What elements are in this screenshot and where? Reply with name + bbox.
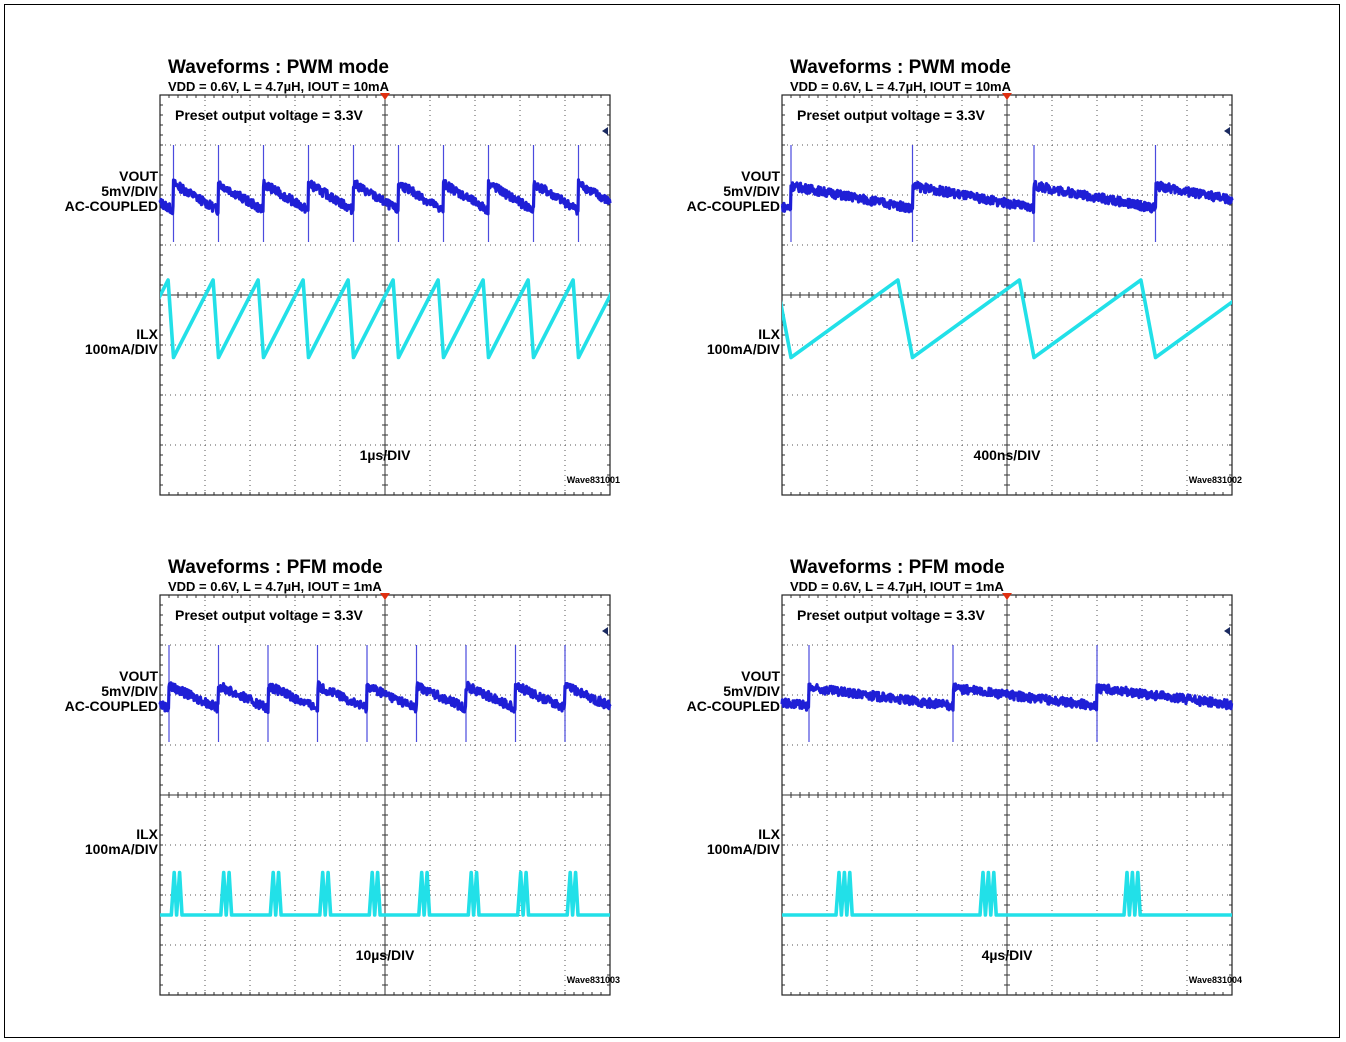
chart-title: Waveforms : PFM mode — [790, 557, 1005, 578]
channel-label-line: 5mV/DIV — [101, 183, 158, 199]
scope-screen — [158, 93, 612, 496]
ilx-trace — [160, 278, 610, 360]
channel-label-line: VOUT — [741, 168, 780, 184]
timebase-label: 4µs/DIV — [981, 947, 1033, 963]
trigger-position-marker — [1002, 593, 1012, 600]
scope-screen — [780, 593, 1234, 996]
chart-title: Waveforms : PFM mode — [168, 557, 383, 578]
timebase-label: 1µs/DIV — [359, 447, 411, 463]
channel-label-line: ILX — [758, 826, 780, 842]
scope-panel: Waveforms : PWM mode VDD = 0.6V, L = 4.7µ… — [622, 57, 1242, 507]
preset-annotation: Preset output voltage = 3.3V — [175, 607, 363, 623]
ilx-channel-label: ILX 100mA/DIV — [707, 327, 780, 357]
chart-title: Waveforms : PWM mode — [790, 57, 1011, 78]
scope-screen — [780, 93, 1234, 496]
trigger-level-marker — [1224, 627, 1230, 635]
channel-label-line: AC-COUPLED — [686, 198, 780, 214]
channel-label-line: ILX — [136, 326, 158, 342]
channel-label-line: AC-COUPLED — [64, 698, 158, 714]
preset-annotation: Preset output voltage = 3.3V — [175, 107, 363, 123]
trigger-level-marker — [602, 127, 608, 135]
channel-label-line: VOUT — [119, 168, 158, 184]
channel-label-line: 5mV/DIV — [723, 183, 780, 199]
channel-label-line: AC-COUPLED — [686, 698, 780, 714]
scope-panel: Waveforms : PWM mode VDD = 0.6V, L = 4.7µ… — [0, 57, 620, 507]
channel-label-line: ILX — [136, 826, 158, 842]
wave-id: Wave831002 — [1188, 475, 1242, 485]
channel-label-line: 100mA/DIV — [706, 341, 780, 357]
preset-annotation: Preset output voltage = 3.3V — [797, 607, 985, 623]
channel-label-line: 5mV/DIV — [723, 683, 780, 699]
scope-panel: Waveforms : PFM mode VDD = 0.6V, L = 4.7µ… — [622, 557, 1242, 1007]
channel-label-line: VOUT — [741, 668, 780, 684]
ilx-trace — [782, 870, 1232, 917]
channel-label-line: 100mA/DIV — [84, 341, 158, 357]
vout-channel-label: VOUT 5mV/DIV AC-COUPLED — [687, 169, 780, 214]
channel-label-line: VOUT — [119, 668, 158, 684]
channel-label-line: AC-COUPLED — [64, 198, 158, 214]
scope-grid — [781, 94, 1233, 496]
scope-screen — [158, 593, 612, 996]
trigger-level-marker — [602, 627, 608, 635]
trigger-position-marker — [1002, 93, 1012, 100]
wave-id: Wave831004 — [1188, 975, 1242, 985]
scope-panel: Waveforms : PFM mode VDD = 0.6V, L = 4.7µ… — [0, 557, 620, 1007]
ilx-trace — [160, 870, 610, 917]
ilx-channel-label: ILX 100mA/DIV — [85, 827, 158, 857]
chart-subtitle: VDD = 0.6V, L = 4.7µH, IOUT = 1mA — [168, 579, 382, 594]
vout-trace — [780, 682, 1234, 712]
page-frame — [4, 4, 1340, 1038]
channel-label-line: 100mA/DIV — [84, 841, 158, 857]
wave-id: Wave831001 — [566, 475, 620, 485]
vout-trace — [158, 680, 612, 715]
trigger-position-marker — [380, 593, 390, 600]
chart-title: Waveforms : PWM mode — [168, 57, 389, 78]
ilx-trace — [782, 278, 1232, 360]
channel-label-line: 100mA/DIV — [706, 841, 780, 857]
vout-trace — [158, 178, 612, 216]
vout-channel-label: VOUT 5mV/DIV AC-COUPLED — [65, 169, 158, 214]
ilx-channel-label: ILX 100mA/DIV — [85, 327, 158, 357]
scope-grid — [781, 594, 1233, 996]
trigger-level-marker — [1224, 127, 1230, 135]
chart-subtitle: VDD = 0.6V, L = 4.7µH, IOUT = 10mA — [790, 79, 1012, 94]
trigger-position-marker — [380, 93, 390, 100]
vout-trace — [780, 179, 1234, 215]
timebase-label: 10µs/DIV — [355, 947, 415, 963]
chart-subtitle: VDD = 0.6V, L = 4.7µH, IOUT = 10mA — [168, 79, 390, 94]
wave-id: Wave831003 — [566, 975, 620, 985]
channel-label-line: ILX — [758, 326, 780, 342]
timebase-label: 400ns/DIV — [973, 447, 1041, 463]
chart-subtitle: VDD = 0.6V, L = 4.7µH, IOUT = 1mA — [790, 579, 1004, 594]
vout-channel-label: VOUT 5mV/DIV AC-COUPLED — [687, 669, 780, 714]
channel-label-line: 5mV/DIV — [101, 683, 158, 699]
vout-channel-label: VOUT 5mV/DIV AC-COUPLED — [65, 669, 158, 714]
preset-annotation: Preset output voltage = 3.3V — [797, 107, 985, 123]
scope-grid — [159, 594, 611, 996]
ilx-channel-label: ILX 100mA/DIV — [707, 827, 780, 857]
